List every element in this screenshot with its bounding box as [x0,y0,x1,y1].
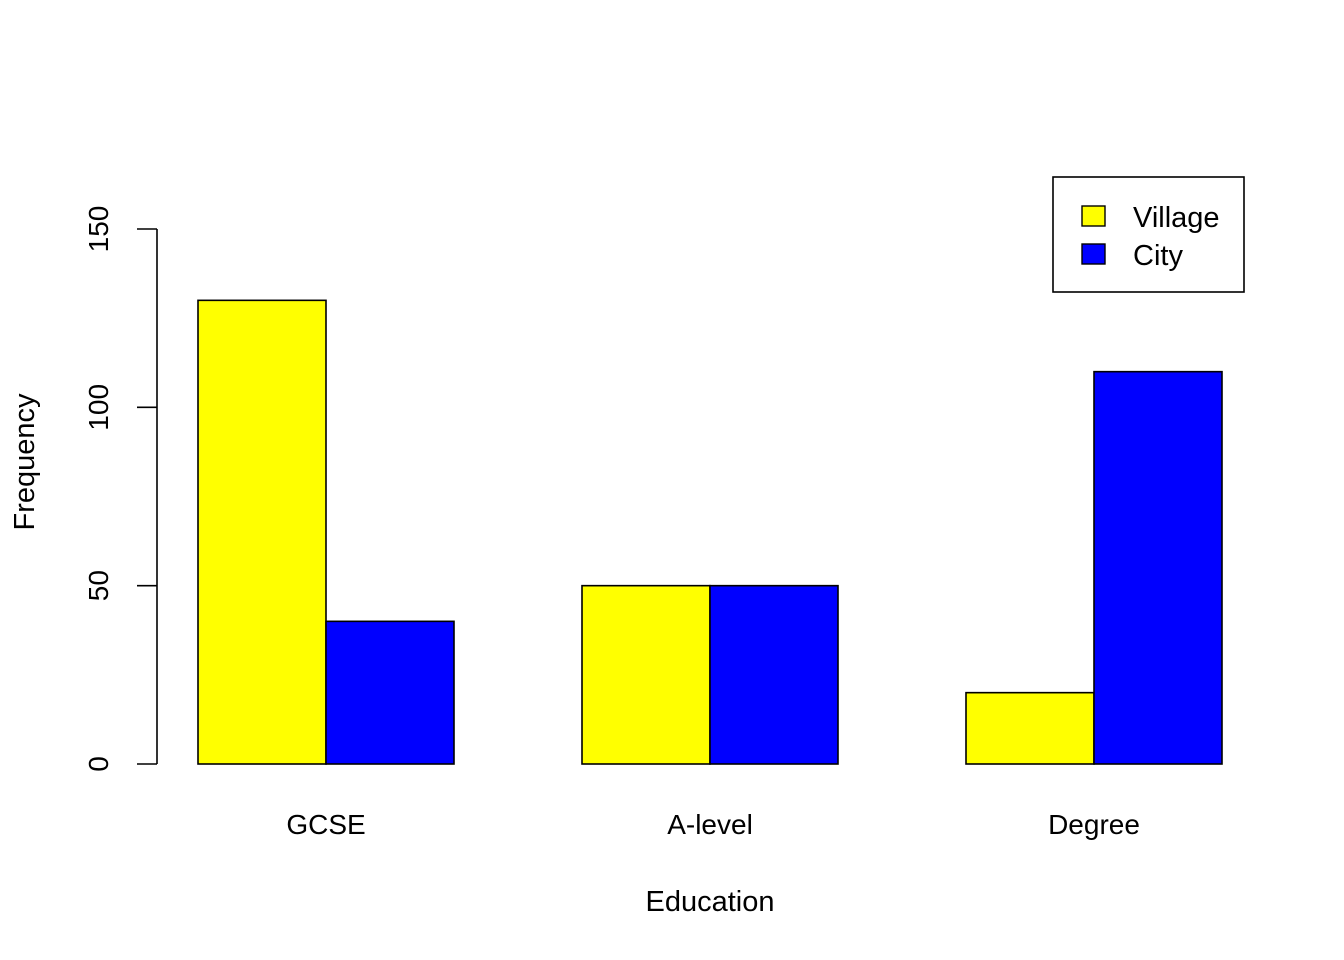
y-tick-label: 100 [83,384,114,431]
legend-label-village: Village [1133,202,1220,234]
legend-swatch-village [1081,205,1106,227]
y-axis-label: Frequency [9,393,41,531]
x-axis-label: Education [646,886,775,918]
bar-city-degree [1093,370,1223,765]
x-tick-label-a-level: A-level [667,809,753,840]
bar-village-gcse [197,299,327,765]
legend-label-city: City [1133,240,1183,272]
y-tick-label: 150 [83,206,114,253]
bars-group [197,299,1223,765]
x-tick-label-gcse: GCSE [286,809,365,840]
legend: Village City [1052,176,1245,293]
y-tick-label: 0 [83,756,114,772]
x-tick-labels: GCSE A-level Degree [286,809,1140,840]
bar-city-gcse [325,620,455,765]
bar-village-a-level [581,584,711,765]
y-tick-label: 50 [83,570,114,601]
y-axis: 0 50 100 150 [83,206,158,772]
bar-village-degree [965,691,1095,765]
bar-city-a-level [709,584,839,765]
legend-box [1052,176,1245,293]
legend-swatch-city [1081,243,1106,265]
x-tick-label-degree: Degree [1048,809,1140,840]
